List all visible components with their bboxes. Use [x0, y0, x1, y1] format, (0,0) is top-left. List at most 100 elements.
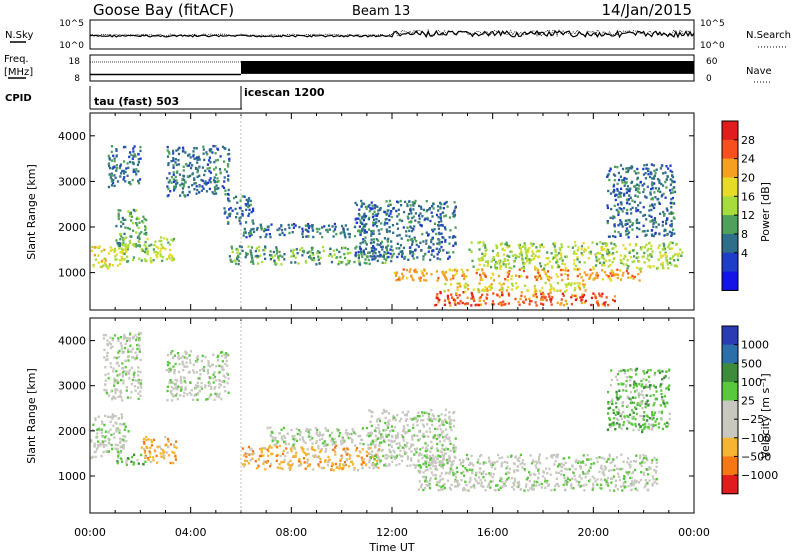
velocity-echo-cell [110, 421, 112, 423]
power-echo-cell [664, 229, 666, 231]
power-echo-cell [491, 283, 493, 285]
power-echo-cell [544, 297, 546, 299]
velocity-echo-cell [213, 387, 215, 389]
power-echo-cell [593, 268, 595, 270]
power-echo-cell [281, 256, 283, 258]
power-echo-cell [478, 258, 480, 260]
power-echo-cell [481, 269, 483, 271]
velocity-echo-cell [282, 461, 284, 463]
velocity-echo-cell [121, 416, 123, 418]
velocity-echo-cell [635, 481, 637, 483]
velocity-echo-cell [488, 457, 490, 459]
power-echo-cell [626, 198, 628, 200]
velocity-echo-cell [641, 465, 643, 467]
velocity-echo-cell [327, 456, 329, 458]
power-echo-region [434, 291, 616, 307]
power-echo-cell [617, 274, 619, 276]
velocity-echo-cell [182, 361, 184, 363]
power-echo-cell [462, 302, 464, 304]
velocity-echo-cell [605, 481, 607, 483]
power-echo-cell [618, 193, 620, 195]
velocity-echo-cell [189, 382, 191, 384]
power-echo-cell [578, 268, 580, 270]
power-echo-cell [193, 188, 195, 190]
velocity-echo-cell [127, 359, 129, 361]
velocity-echo-cell [197, 393, 199, 395]
velocity-echo-cell [634, 423, 636, 425]
power-echo-cell [650, 253, 652, 255]
velocity-echo-cell [352, 463, 354, 465]
power-echo-cell [548, 296, 550, 298]
power-echo-cell [207, 163, 209, 165]
velocity-echo-cell [596, 478, 598, 480]
velocity-echo-cell [125, 440, 127, 442]
velocity-echo-cell [98, 428, 100, 430]
power-echo-region [243, 223, 366, 239]
velocity-echo-cell [374, 444, 376, 446]
power-echo-cell [343, 231, 345, 233]
velocity-echo-cell [523, 463, 525, 465]
power-echo-cell [492, 250, 494, 252]
velocity-echo-cell [649, 417, 651, 419]
power-echo-cell [651, 256, 653, 258]
power-echo-cell [237, 255, 239, 257]
power-echo-cell [160, 248, 162, 250]
velocity-echo-cell [99, 444, 101, 446]
power-echo-cell [241, 213, 243, 215]
velocity-echo-cell [642, 459, 644, 461]
power-echo-cell [397, 228, 399, 230]
velocity-echo-cell [569, 479, 571, 481]
power-echo-cell [440, 224, 442, 226]
velocity-echo-region [242, 444, 382, 471]
velocity-echo-cell [607, 477, 609, 479]
power-colorbar-tick-label: 4 [741, 247, 748, 260]
velocity-echo-cell [292, 438, 294, 440]
velocity-echo-cell [104, 440, 106, 442]
velocity-echo-cell [164, 436, 166, 438]
power-echo-cell [395, 275, 397, 277]
velocity-echo-cell [636, 413, 638, 415]
velocity-echo-cell [126, 459, 128, 461]
power-echo-cell [279, 255, 281, 257]
power-echo-cell [507, 286, 509, 288]
power-echo-cell [401, 277, 403, 279]
velocity-echo-cell [585, 476, 587, 478]
power-echo-cell [360, 242, 362, 244]
power-echo-cell [647, 230, 649, 232]
velocity-echo-cell [658, 423, 660, 425]
velocity-echo-cell [625, 390, 627, 392]
power-echo-cell [449, 216, 451, 218]
power-echo-cell [159, 250, 161, 252]
velocity-echo-cell [113, 356, 115, 358]
velocity-echo-cell [404, 414, 406, 416]
velocity-echo-cell [269, 465, 271, 467]
velocity-echo-cell [366, 427, 368, 429]
power-echo-cell [470, 304, 472, 306]
velocity-echo-cell [340, 459, 342, 461]
power-echo-cell [301, 228, 303, 230]
power-echo-cell [466, 269, 468, 271]
velocity-echo-cell [629, 379, 631, 381]
power-colorbar-segment [722, 177, 738, 196]
velocity-echo-cell [107, 416, 109, 418]
power-echo-cell [498, 275, 500, 277]
power-echo-cell [631, 199, 633, 201]
power-echo-cell [422, 275, 424, 277]
power-echo-cell [606, 204, 608, 206]
velocity-echo-cell [298, 429, 300, 431]
power-echo-cell [223, 207, 225, 209]
velocity-echo-cell [423, 425, 425, 427]
power-echo-cell [597, 274, 599, 276]
power-echo-cell [440, 220, 442, 222]
power-echo-cell [166, 238, 168, 240]
power-echo-cell [481, 279, 483, 281]
power-echo-cell [125, 167, 127, 169]
velocity-echo-cell [592, 489, 594, 491]
power-echo-cell [393, 207, 395, 209]
velocity-echo-cell [653, 478, 655, 480]
velocity-echo-cell [490, 472, 492, 474]
velocity-echo-cell [223, 375, 225, 377]
power-echo-cell [499, 265, 501, 267]
power-echo-cell [264, 228, 266, 230]
power-echo-cell [504, 278, 506, 280]
